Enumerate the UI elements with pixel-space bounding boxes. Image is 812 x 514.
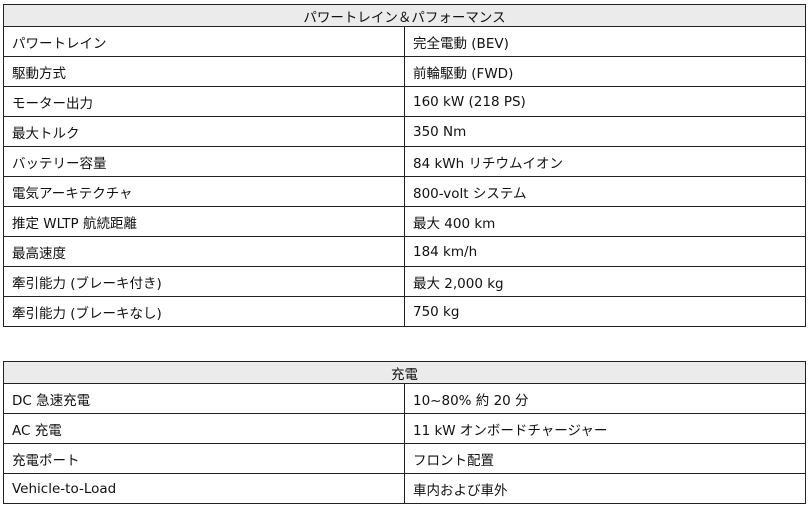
spec-value: 10~80% 約 20 分 (404, 383, 806, 414)
spec-value: 160 kW (218 PS) (404, 86, 806, 117)
spec-label: 牽引能力 (ブレーキ付き) (3, 266, 405, 297)
spec-label: 牽引能力 (ブレーキなし) (3, 296, 405, 327)
table-row: 電気アーキテクチャ 800-volt システム (3, 176, 806, 207)
spec-value: 84 kWh リチウムイオン (404, 146, 806, 177)
spec-label: モーター出力 (3, 86, 405, 117)
spec-label: 最高速度 (3, 236, 405, 267)
spec-value: 最大 400 km (404, 206, 806, 237)
table-header: パワートレイン＆パフォーマンス (3, 4, 806, 27)
table-row: モーター出力 160 kW (218 PS) (3, 86, 806, 117)
spec-label: DC 急速充電 (3, 383, 405, 414)
spec-label: パワートレイン (3, 26, 405, 57)
table-row: 駆動方式 前輪駆動 (FWD) (3, 56, 806, 87)
table-row: 最高速度 184 km/h (3, 236, 806, 267)
spec-value: 350 Nm (404, 116, 806, 147)
spec-label: 駆動方式 (3, 56, 405, 87)
spec-value: 車内および車外 (404, 473, 806, 504)
table-header: 充電 (3, 361, 806, 384)
table-row: 牽引能力 (ブレーキ付き) 最大 2,000 kg (3, 266, 806, 297)
spec-label: 電気アーキテクチャ (3, 176, 405, 207)
spec-label: AC 充電 (3, 413, 405, 444)
table-row: DC 急速充電 10~80% 約 20 分 (3, 383, 806, 414)
table-row: 推定 WLTP 航続距離 最大 400 km (3, 206, 806, 237)
spec-value: 完全電動 (BEV) (404, 26, 806, 57)
spec-value: 最大 2,000 kg (404, 266, 806, 297)
spec-value: 750 kg (404, 296, 806, 327)
spec-label: Vehicle-to-Load (3, 473, 405, 504)
spec-label: バッテリー容量 (3, 146, 405, 177)
spec-value: フロント配置 (404, 443, 806, 474)
spec-label: 推定 WLTP 航続距離 (3, 206, 405, 237)
table-row: パワートレイン 完全電動 (BEV) (3, 26, 806, 57)
table-row: 充電ポート フロント配置 (3, 443, 806, 474)
powertrain-performance-table: パワートレイン＆パフォーマンス パワートレイン 完全電動 (BEV) 駆動方式 前輪駆… (3, 4, 806, 327)
table-row: 牽引能力 (ブレーキなし) 750 kg (3, 296, 806, 327)
spec-label: 充電ポート (3, 443, 405, 474)
spec-label: 最大トルク (3, 116, 405, 147)
spec-value: 前輪駆動 (FWD) (404, 56, 806, 87)
charging-table: 充電 DC 急速充電 10~80% 約 20 分 AC 充電 11 kW オンボードチ… (3, 361, 806, 504)
table-row: AC 充電 11 kW オンボードチャージャー (3, 413, 806, 444)
table-row: バッテリー容量 84 kWh リチウムイオン (3, 146, 806, 177)
table-row: Vehicle-to-Load 車内および車外 (3, 473, 806, 504)
spec-value: 800-volt システム (404, 176, 806, 207)
spec-value: 11 kW オンボードチャージャー (404, 413, 806, 444)
table-row: 最大トルク 350 Nm (3, 116, 806, 147)
spec-value: 184 km/h (404, 236, 806, 267)
